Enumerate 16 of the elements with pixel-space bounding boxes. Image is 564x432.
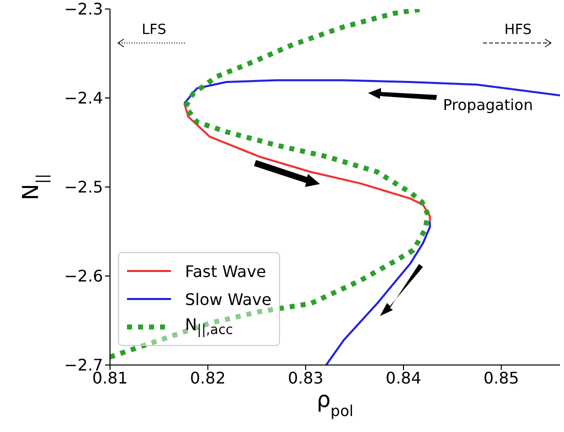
legend-label: Slow Wave: [185, 290, 272, 308]
x-tick-label: 0.82: [190, 368, 226, 388]
annotation: LFS: [142, 22, 166, 38]
legend-label: Fast Wave: [185, 262, 266, 280]
annotation: HFS: [504, 22, 532, 38]
x-axis-title: ρ$_{pol}$: [316, 388, 354, 420]
y-tick-label: −2.3: [64, 0, 103, 19]
x-tick-label: 0.84: [386, 368, 422, 388]
y-tick-label: −2.5: [64, 178, 103, 197]
annotation: Propagation: [443, 96, 533, 114]
y-tick-label: −2.6: [64, 266, 103, 286]
y-tick-label: −2.4: [64, 88, 103, 108]
x-tick-label: 0.85: [483, 368, 520, 388]
line-series: [183, 102, 431, 223]
legend-label: N$_{||,acc}$: [185, 315, 234, 339]
x-tick-label: 0.83: [288, 368, 324, 388]
